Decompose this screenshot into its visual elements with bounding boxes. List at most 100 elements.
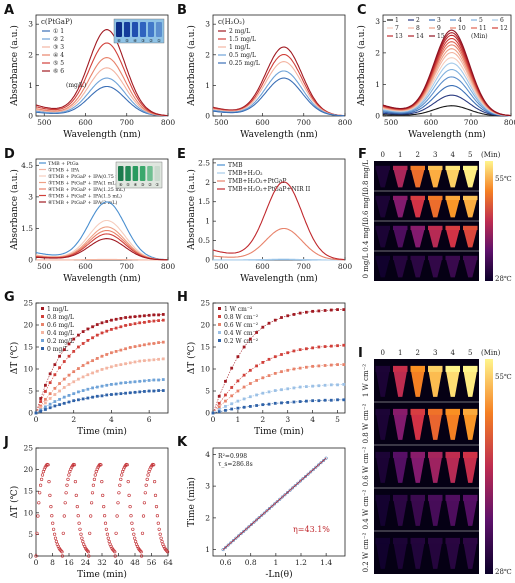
legend-unit: (Min) xyxy=(471,33,488,40)
thermal-cap xyxy=(445,451,460,458)
data-point xyxy=(67,473,71,477)
data-point xyxy=(124,381,127,385)
legend-swatch xyxy=(41,331,44,334)
data-point xyxy=(119,381,123,385)
y-tick-label: 5 xyxy=(28,387,33,396)
thermal-cap xyxy=(375,408,390,415)
y-axis-label: Absorbance (a.u.) xyxy=(186,25,197,107)
x-tick-label: 0 xyxy=(34,558,39,567)
y-tick-label: 1 xyxy=(205,217,210,226)
data-point xyxy=(285,490,290,495)
series-line-4 xyxy=(212,384,344,414)
series-line-3 xyxy=(382,85,511,117)
x-tick-label: 500 xyxy=(384,118,399,127)
data-point xyxy=(133,315,137,319)
data-point xyxy=(129,514,133,518)
data-point xyxy=(317,384,321,388)
data-point xyxy=(114,317,118,321)
thermal-cap xyxy=(463,408,478,415)
data-point xyxy=(155,514,159,518)
y-tick-label: 0 xyxy=(205,256,210,265)
data-point xyxy=(147,379,151,382)
thermal-cap xyxy=(463,451,478,458)
series-line-3 xyxy=(35,219,168,261)
data-point xyxy=(211,411,215,415)
data-point xyxy=(62,348,66,352)
data-point xyxy=(105,320,109,323)
y-tick-label: 10 xyxy=(23,365,33,374)
thermal-tube xyxy=(393,414,407,440)
thermal-cap xyxy=(445,408,460,415)
data-point xyxy=(255,379,258,382)
vial xyxy=(154,166,160,181)
panel-label-A: A xyxy=(4,3,14,18)
data-point xyxy=(86,387,90,391)
data-point xyxy=(166,550,170,554)
data-point xyxy=(296,481,300,485)
data-point xyxy=(314,465,318,469)
thermal-cap xyxy=(375,165,390,170)
thermal-cap xyxy=(445,365,460,372)
x-tick-label: 0 xyxy=(34,415,39,424)
data-point xyxy=(103,521,108,525)
y-tick-label: 1.5 xyxy=(198,197,210,206)
data-point xyxy=(128,323,132,326)
thermal-tube xyxy=(446,371,460,397)
legend-unit: (mg/L) xyxy=(66,82,86,89)
data-point xyxy=(224,379,227,383)
data-point xyxy=(72,350,76,353)
data-point xyxy=(114,392,118,396)
data-point xyxy=(105,329,109,333)
data-point xyxy=(152,463,156,467)
data-point xyxy=(36,514,40,518)
legend-entry: TMB+H₂O₂+PtGaP xyxy=(228,178,286,185)
legend-entry: 2 mg/L xyxy=(229,28,250,35)
thermal-cap xyxy=(393,165,408,170)
y-tick-label: 3 xyxy=(205,482,210,491)
data-point xyxy=(62,395,66,399)
thermal-cap xyxy=(410,165,425,170)
data-point xyxy=(67,400,71,404)
data-point xyxy=(113,554,117,558)
data-point xyxy=(239,532,243,536)
thermal-tube xyxy=(376,259,390,278)
legend-swatch xyxy=(218,315,221,318)
data-point xyxy=(81,342,85,345)
data-point xyxy=(133,345,137,348)
data-point xyxy=(336,383,339,387)
x-tick-label: 1 xyxy=(236,415,241,424)
x-tick-label: 800 xyxy=(338,118,353,127)
data-point xyxy=(58,403,61,407)
legend-entry: TMB+H₂O₂ xyxy=(228,170,263,177)
series-line-2 xyxy=(36,258,168,261)
data-point xyxy=(152,389,156,393)
data-point xyxy=(342,363,346,366)
data-point xyxy=(255,331,258,334)
data-point xyxy=(229,541,233,545)
data-point xyxy=(133,380,137,384)
legend-entry: 9 xyxy=(437,25,441,32)
data-point xyxy=(298,400,302,403)
data-point xyxy=(114,326,118,330)
x-tick-label: 600 xyxy=(78,118,93,127)
data-point xyxy=(248,405,252,408)
data-point xyxy=(322,458,326,463)
data-point xyxy=(88,531,92,535)
data-point xyxy=(95,385,99,389)
legend-entry: 0.25 mg/L xyxy=(229,60,260,67)
y-tick-label: 20 xyxy=(23,321,33,330)
vial-label: ④ xyxy=(134,182,138,187)
chart-J: 0 8 16 24 32 40 48 56 64 0 5 10 15 20 25 Time (min) ΔT (… xyxy=(9,444,173,581)
data-point xyxy=(158,532,162,536)
thermal-cap xyxy=(445,537,460,544)
legend-swatch xyxy=(218,331,221,334)
time-label: 4 xyxy=(451,349,456,357)
vial xyxy=(132,166,139,181)
data-point xyxy=(280,370,283,374)
data-point xyxy=(44,383,47,387)
data-point xyxy=(81,389,85,392)
data-point xyxy=(138,379,142,383)
thermal-cap xyxy=(445,494,460,501)
data-point xyxy=(226,543,230,547)
thermal-cap xyxy=(428,195,443,200)
